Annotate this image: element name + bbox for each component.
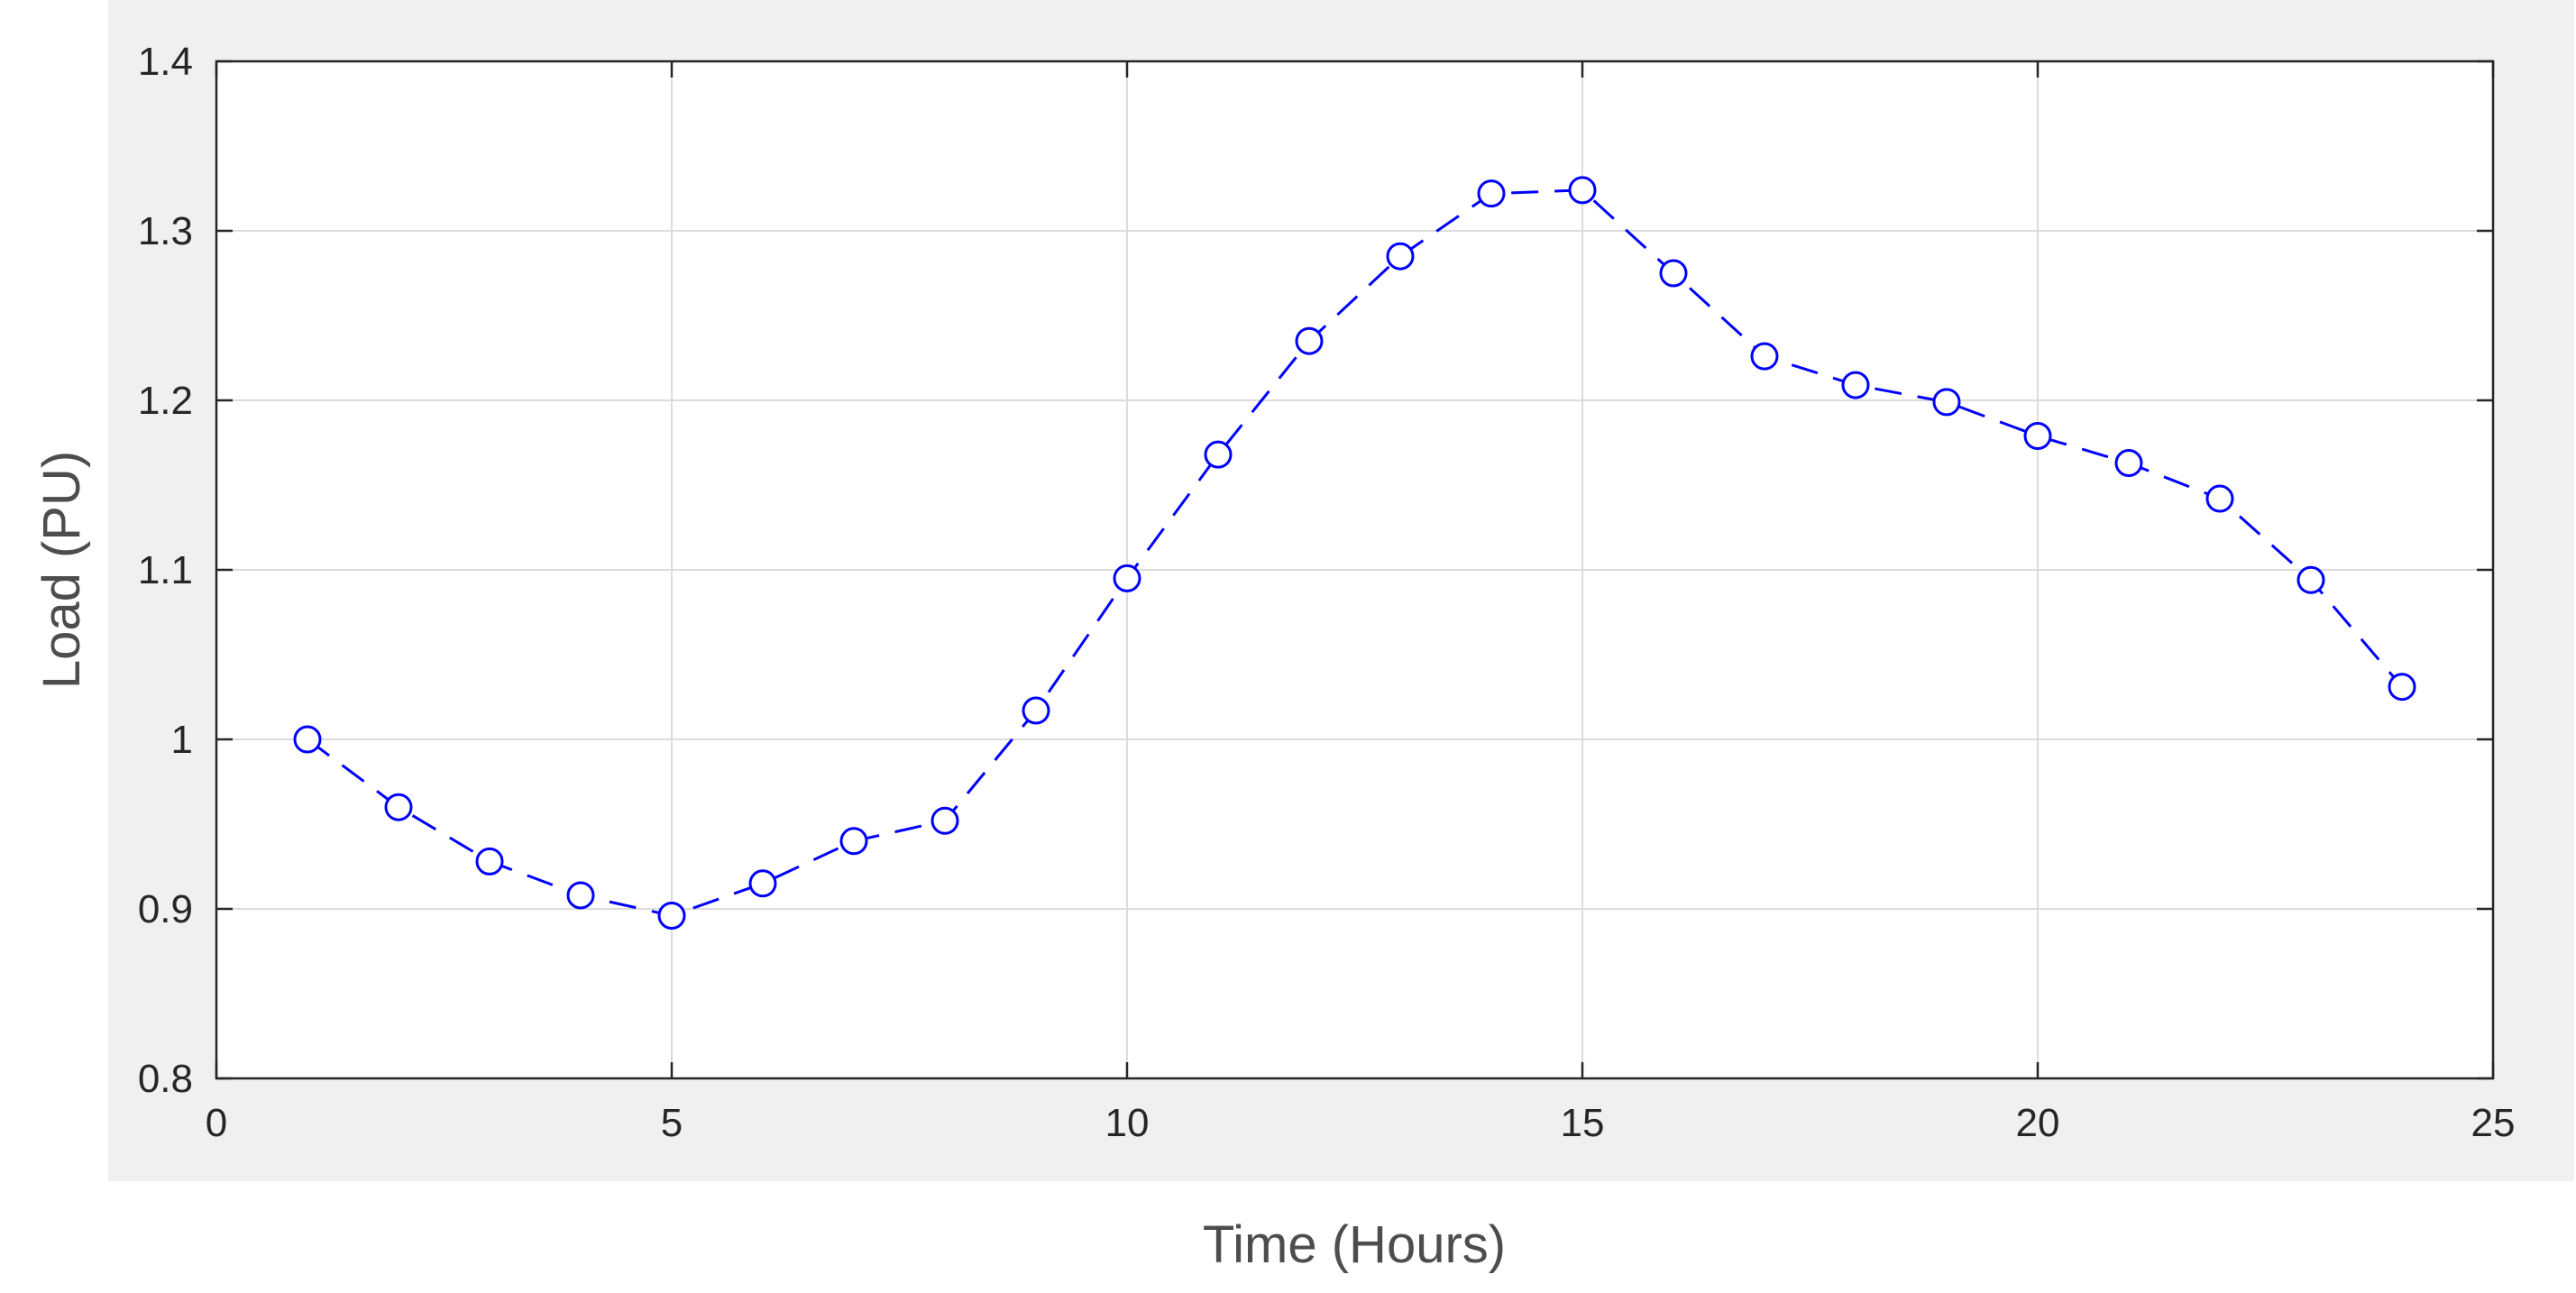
y-tick-label: 0.9 — [138, 887, 193, 931]
data-point-marker — [475, 847, 504, 876]
data-point-marker — [2023, 421, 2052, 450]
data-point-marker — [384, 793, 413, 821]
y-axis-label: Load (PU) — [32, 451, 91, 689]
data-point-marker — [2114, 449, 2143, 478]
y-tick-label: 0.8 — [138, 1057, 193, 1101]
data-point-marker — [839, 827, 868, 856]
x-tick-label: 15 — [1561, 1101, 1605, 1145]
x-tick-label: 10 — [1105, 1101, 1150, 1145]
y-tick-label: 1.4 — [138, 40, 193, 84]
data-point-marker — [1750, 342, 1779, 371]
data-point-marker — [1386, 242, 1415, 271]
data-point-marker — [1477, 179, 1506, 208]
axis-ticks: 0 5 10 15 20 25 0.8 0.9 1 1.1 1.2 1.3 1.4 — [138, 40, 2516, 1145]
x-tick-label: 20 — [2016, 1101, 2060, 1145]
data-point-marker — [1841, 371, 1870, 399]
data-point-marker — [566, 881, 595, 910]
y-tick-label: 1 — [171, 718, 193, 762]
data-point-marker — [1113, 564, 1141, 592]
data-point-marker — [2205, 484, 2234, 513]
x-axis-label: Time (Hours) — [1203, 1215, 1506, 1274]
data-point-marker — [930, 806, 959, 835]
series-line — [307, 188, 2404, 918]
x-tick-label: 5 — [661, 1101, 683, 1145]
x-tick-label: 25 — [2471, 1101, 2516, 1145]
data-point-marker — [748, 869, 777, 898]
data-point-marker — [1659, 259, 1688, 288]
data-point-marker — [1568, 176, 1597, 205]
data-series — [293, 176, 2416, 931]
y-tick-label: 1.1 — [138, 548, 193, 592]
data-point-marker — [1022, 696, 1050, 725]
data-point-marker — [657, 902, 686, 931]
data-point-marker — [2388, 673, 2416, 702]
x-tick-label: 0 — [206, 1101, 227, 1145]
y-tick-label: 1.3 — [138, 209, 193, 253]
data-point-marker — [293, 725, 322, 754]
data-point-marker — [1204, 440, 1233, 469]
data-point-marker — [1295, 326, 1324, 355]
data-point-marker — [2296, 565, 2325, 594]
grid — [216, 61, 2493, 1078]
data-point-marker — [1932, 388, 1961, 417]
y-tick-label: 1.2 — [138, 379, 193, 423]
